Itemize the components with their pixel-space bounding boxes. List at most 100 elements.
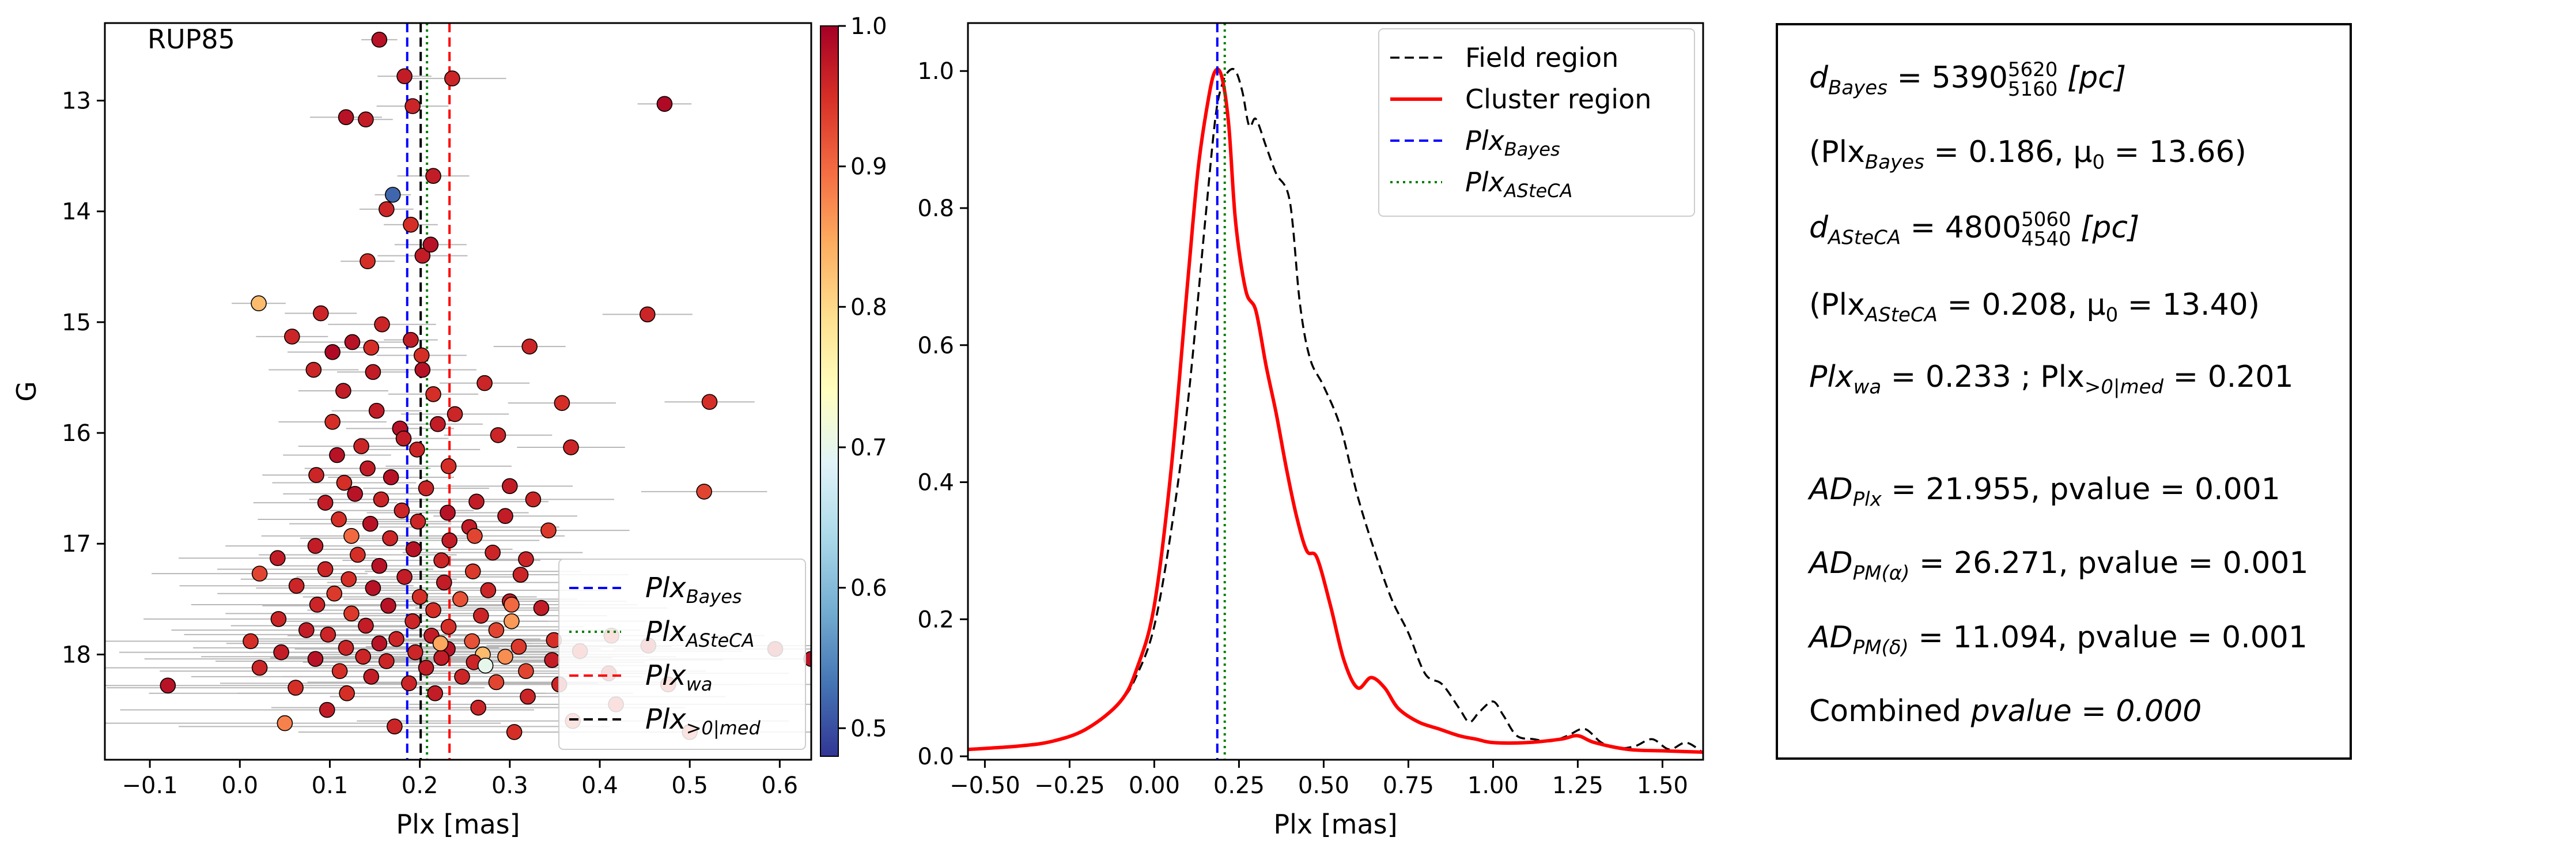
scatter-point <box>368 402 385 419</box>
legend-label: Plx>0|med <box>645 703 761 739</box>
x-tick-label: 0.2 <box>402 772 438 799</box>
scatter-x-ticks: −0.1 0.0 0.1 0.2 0.3 0.4 0.5 0.6 <box>122 760 798 799</box>
kde-series-cluster <box>968 67 1703 754</box>
colorbar-tick-label: 0.7 <box>850 435 887 461</box>
scatter-point <box>251 565 268 582</box>
scatter-point <box>401 675 417 692</box>
scatter-point <box>440 458 457 474</box>
scatter-point <box>365 580 381 596</box>
scatter-point <box>160 677 176 694</box>
scatter-point <box>374 316 390 333</box>
stats-box: dBayes = 5390 5620 5160 [pc] (PlxBayes = 0… <box>1776 23 2352 760</box>
x-tick-label: 1.50 <box>1637 772 1688 799</box>
scatter-point <box>476 375 493 391</box>
scatter-point <box>343 527 360 544</box>
scatter-point <box>324 414 341 430</box>
scatter-point <box>407 644 423 661</box>
scatter-point <box>464 633 481 650</box>
scatter-point <box>490 427 506 443</box>
colorbar-tick-label: 0.6 <box>850 575 887 602</box>
scatter-point <box>510 639 527 655</box>
colorbar-tick-label: 0.9 <box>850 154 887 180</box>
x-tick-label: 0.25 <box>1213 772 1265 799</box>
colorbar-tick-label: 0.5 <box>850 715 887 742</box>
scatter-point <box>696 484 712 500</box>
scatter-point <box>388 631 404 647</box>
y-tick-label: 16 <box>62 420 91 447</box>
scatter-point <box>504 613 520 629</box>
legend-label: PlxBayes <box>645 572 742 608</box>
scatter-point <box>371 635 388 652</box>
scatter-point <box>331 511 347 527</box>
scatter-point <box>379 653 395 669</box>
scatter-point <box>488 622 505 638</box>
stat-d-bayes: dBayes = 5390 5620 5160 [pc] <box>1809 58 2127 101</box>
kde-panel: −0.50 −0.25 0.00 0.25 0.50 0.75 1.00 1.25 1.50 0… <box>917 22 1704 840</box>
colorbar-tick-label: 0.8 <box>850 294 887 320</box>
scatter-point <box>521 338 538 355</box>
scatter-point <box>441 532 457 549</box>
scatter-point <box>447 406 463 423</box>
kde-legend: Field region Cluster region PlxBayes PlxASt… <box>1378 28 1695 217</box>
scatter-point <box>336 474 353 491</box>
scatter-point <box>454 669 470 685</box>
scatter-point <box>440 504 456 521</box>
scatter-point <box>444 70 460 86</box>
scatter-point <box>383 469 399 485</box>
y-tick-label: 0.2 <box>917 606 954 633</box>
scatter-point <box>430 416 446 432</box>
scatter-point <box>701 394 718 410</box>
scatter-point <box>344 334 361 350</box>
scatter-point <box>396 569 413 585</box>
scatter-point <box>326 585 343 602</box>
legend-frame <box>558 559 806 750</box>
scatter-point <box>251 295 267 312</box>
x-tick-label: −0.50 <box>950 772 1020 799</box>
scatter-point <box>270 611 287 627</box>
scatter-point <box>362 515 379 532</box>
scatter-point <box>656 96 673 112</box>
scatter-point <box>403 216 419 233</box>
x-tick-label: 0.4 <box>581 772 618 799</box>
scatter-y-ticks: 13 14 15 16 17 18 <box>62 88 105 668</box>
scatter-point <box>338 109 354 126</box>
kde-x-label: Plx [mas] <box>1273 809 1397 840</box>
y-tick-label: 14 <box>62 199 91 225</box>
scatter-point <box>251 659 268 676</box>
kde-series-field <box>968 67 1703 754</box>
scatter-point <box>488 674 505 691</box>
scatter-point <box>320 627 336 643</box>
scatter-point <box>452 591 468 608</box>
scatter-point <box>270 550 286 567</box>
scatter-point <box>305 361 322 378</box>
y-tick-label: 17 <box>62 531 91 557</box>
scatter-point <box>403 331 419 348</box>
stat-ad-pm-delta: ADPM(δ) = 11.094, pvalue = 0.001 <box>1809 620 2308 659</box>
x-tick-label: −0.25 <box>1034 772 1105 799</box>
scatter-point <box>373 491 389 508</box>
scatter-point <box>317 561 334 578</box>
scatter-point <box>309 597 326 613</box>
scatter-point <box>425 168 441 184</box>
colorbar: 0.5 0.6 0.7 0.8 0.9 1.0 <box>820 13 887 757</box>
scatter-point <box>307 538 324 554</box>
scatter-x-label: Plx [mas] <box>396 809 520 840</box>
scatter-point <box>358 111 374 127</box>
y-tick-label: 1.0 <box>917 58 954 85</box>
y-tick-label: 15 <box>62 310 91 336</box>
scatter-point <box>382 530 398 546</box>
scatter-point <box>371 32 388 48</box>
scatter-panel: −0.1 0.0 0.1 0.2 0.3 0.4 0.5 0.6 13 14 15 16 17 18 R… <box>11 22 812 840</box>
scatter-point <box>387 718 403 735</box>
y-tick-label: 0.4 <box>917 470 954 496</box>
scatter-point <box>277 715 293 731</box>
scatter-point <box>540 522 557 538</box>
scatter-point <box>425 602 441 619</box>
scatter-point <box>288 680 304 696</box>
scatter-point <box>319 702 335 718</box>
scatter-point <box>384 187 401 203</box>
scatter-point <box>432 635 449 652</box>
scatter-point <box>353 438 369 454</box>
scatter-point <box>363 340 380 356</box>
